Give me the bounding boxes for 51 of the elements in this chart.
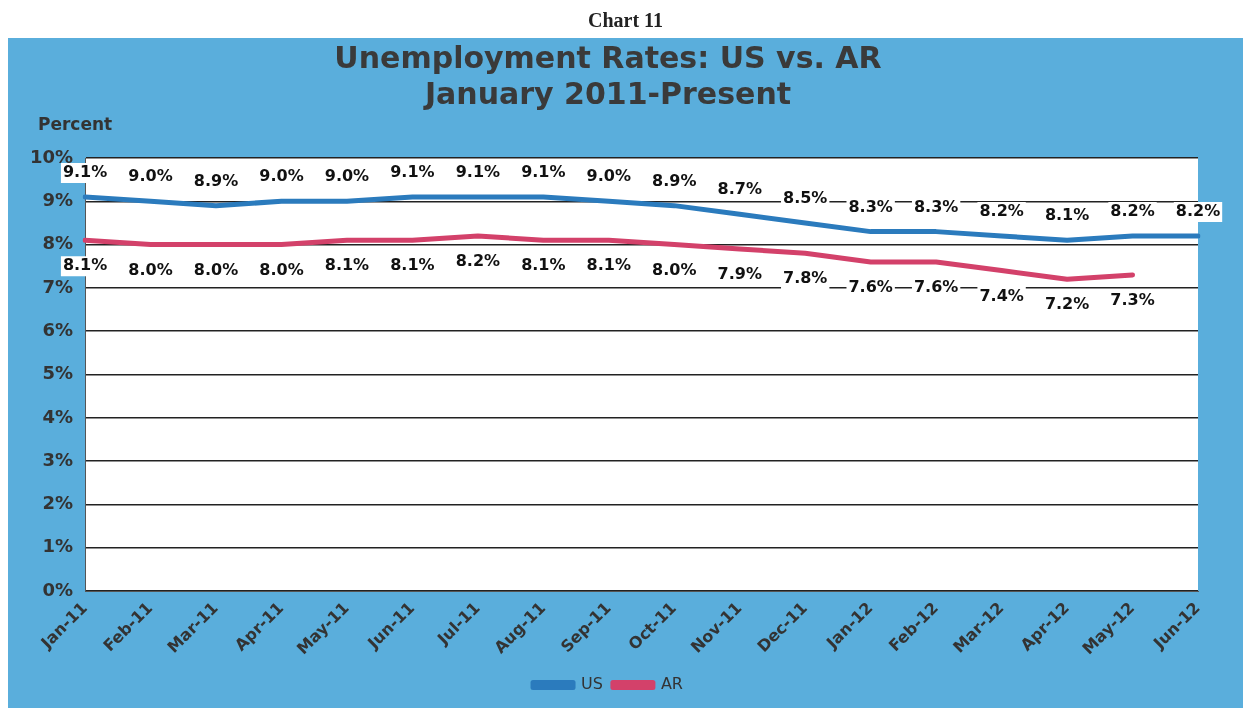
data-label: 8.9% xyxy=(193,170,239,190)
text: Unemployment Rates: US vs. AR xyxy=(334,39,882,75)
legend-label: AR xyxy=(660,674,683,694)
data-label: 9.0% xyxy=(586,166,631,186)
data-label: 7.3% xyxy=(1110,290,1155,310)
data-label: 8.2% xyxy=(1110,201,1155,221)
caption: Chart 11 xyxy=(588,9,663,32)
data-label: 7.6% xyxy=(848,277,893,297)
data-label: 9.1% xyxy=(521,162,566,182)
y-tick-label: 3% xyxy=(42,448,74,470)
y-tick-label: 1% xyxy=(42,535,74,557)
y-tick-label: 4% xyxy=(42,405,74,427)
data-label: 7.2% xyxy=(1044,294,1090,314)
data-label: 8.7% xyxy=(717,179,762,199)
data-label: 8.0% xyxy=(128,259,173,279)
data-label: 9.0% xyxy=(128,166,173,186)
data-label: 7.4% xyxy=(979,285,1024,305)
data-label: 8.1% xyxy=(586,255,631,275)
text: January 2011-Present xyxy=(424,75,792,111)
data-label: 8.2% xyxy=(1175,201,1221,221)
data-label: 8.3% xyxy=(913,196,959,216)
y-tick-label: 5% xyxy=(42,362,74,384)
data-label: 9.1% xyxy=(62,162,108,182)
y-tick-label: 0% xyxy=(42,578,74,600)
data-label: 8.1% xyxy=(390,255,435,275)
data-label: 7.9% xyxy=(717,264,762,284)
data-label: 7.6% xyxy=(913,277,959,297)
data-label: 7.8% xyxy=(783,268,828,288)
y-tick-label: 6% xyxy=(42,318,74,340)
y-tick-label: 7% xyxy=(42,275,74,297)
data-label: 8.5% xyxy=(783,188,828,208)
data-label: 8.3% xyxy=(848,196,893,216)
y-tick-label: 9% xyxy=(42,188,74,210)
data-label: 8.0% xyxy=(193,259,239,279)
data-label: 8.1% xyxy=(62,255,108,275)
y-tick-label: 2% xyxy=(42,492,74,514)
data-label: 9.0% xyxy=(324,166,370,186)
data-label: 8.1% xyxy=(324,255,370,275)
data-label: 8.2% xyxy=(979,201,1024,221)
y-axis-title: Percent xyxy=(38,114,113,135)
data-label: 8.0% xyxy=(652,259,697,279)
data-label: 8.0% xyxy=(259,259,304,279)
data-label: 8.2% xyxy=(455,251,501,271)
data-label: 9.0% xyxy=(259,166,304,186)
data-label: 8.9% xyxy=(652,170,697,190)
data-label: 8.1% xyxy=(521,255,566,275)
data-label: 9.1% xyxy=(455,162,501,182)
data-label: 9.1% xyxy=(390,162,435,182)
legend-label: US xyxy=(581,674,603,694)
y-tick-label: 8% xyxy=(42,232,74,254)
data-label: 8.1% xyxy=(1044,205,1090,225)
